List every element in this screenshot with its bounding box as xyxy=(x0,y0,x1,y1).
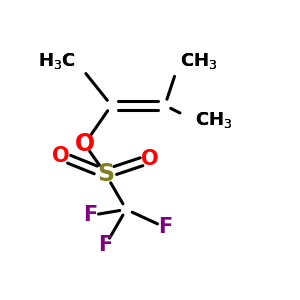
Circle shape xyxy=(161,224,168,231)
Text: CH$_3$: CH$_3$ xyxy=(180,51,217,71)
Text: CH$_3$: CH$_3$ xyxy=(180,51,217,71)
Circle shape xyxy=(57,152,64,160)
Text: S: S xyxy=(97,162,114,186)
Text: CH$_3$: CH$_3$ xyxy=(195,110,232,130)
Text: H$_3$C: H$_3$C xyxy=(38,51,76,71)
Text: F: F xyxy=(83,206,98,225)
Circle shape xyxy=(73,58,79,64)
Circle shape xyxy=(146,155,154,163)
Text: F: F xyxy=(158,217,172,237)
Text: O: O xyxy=(74,132,95,156)
Circle shape xyxy=(177,58,183,64)
Circle shape xyxy=(81,140,89,148)
Circle shape xyxy=(102,242,109,249)
Text: CH$_3$: CH$_3$ xyxy=(195,110,232,130)
Circle shape xyxy=(101,170,110,178)
Text: O: O xyxy=(52,146,70,166)
Text: O: O xyxy=(141,149,159,169)
Circle shape xyxy=(191,117,198,123)
Text: F: F xyxy=(98,235,112,255)
Circle shape xyxy=(87,212,94,219)
Text: H$_3$C: H$_3$C xyxy=(38,51,76,71)
